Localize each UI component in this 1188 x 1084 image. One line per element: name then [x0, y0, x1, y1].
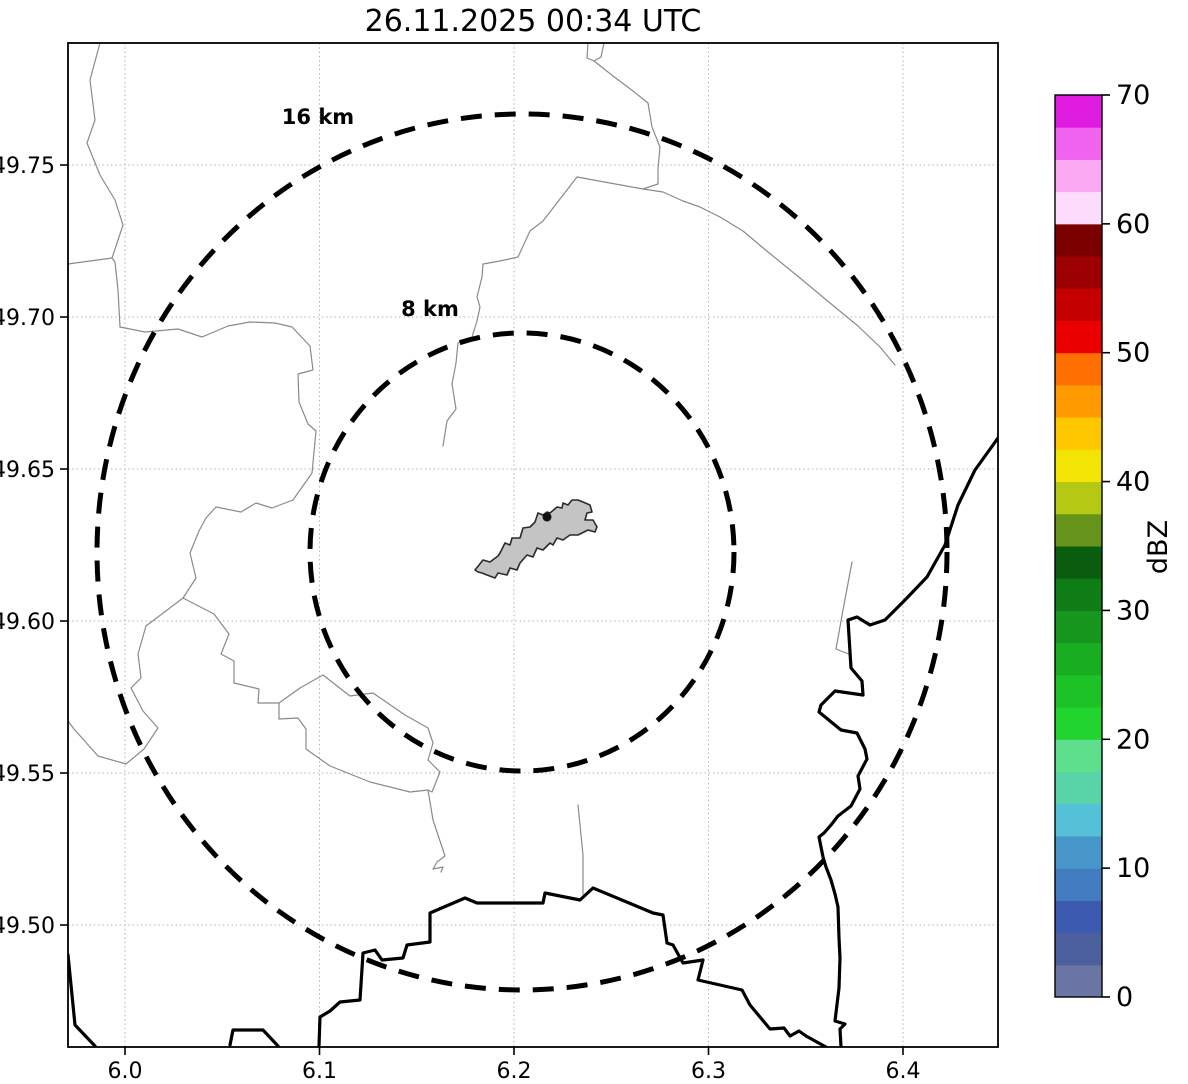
admin-line [119, 321, 317, 432]
admin-boundaries [68, 43, 896, 895]
colorbar-band [1055, 578, 1102, 611]
admin-line [68, 597, 184, 765]
y-tick-label: 49.55 [0, 762, 55, 787]
colorbar-tick-label: 0 [1116, 982, 1133, 1013]
colorbar-axis-label: dBZ [1143, 520, 1174, 574]
border-southwest [68, 953, 97, 1047]
colorbar-band [1055, 352, 1102, 386]
border-south [317, 886, 828, 1047]
admin-line [182, 597, 446, 873]
colorbar-band [1055, 642, 1102, 676]
colorbar-band [1055, 835, 1102, 869]
radar-marker [542, 512, 552, 522]
colorbar-band [1055, 449, 1102, 483]
colorbar-ticks: 0 10 20 30 40 50 60 70 [1102, 80, 1150, 1013]
colorbar-band [1055, 320, 1102, 354]
colorbar-tick-label: 40 [1116, 467, 1150, 498]
y-tick-label: 49.60 [0, 610, 55, 635]
colorbar-band [1055, 481, 1102, 515]
x-tick-label: 6.1 [302, 1059, 337, 1084]
range-ring-16km [94, 111, 950, 993]
colorbar-band [1055, 127, 1102, 160]
colorbar-bands [1055, 95, 1102, 998]
colorbar-band [1055, 964, 1102, 998]
range-ring-8km [307, 330, 737, 774]
colorbar-tick-label: 50 [1116, 338, 1150, 369]
admin-line [68, 257, 113, 265]
colorbar-tick-label: 70 [1116, 80, 1150, 111]
y-axis-ticks: 49.75 49.70 49.65 49.60 49.55 49.50 [0, 154, 68, 939]
plot-frame [67, 42, 999, 1048]
colorbar-band [1055, 739, 1102, 772]
admin-line [182, 430, 317, 599]
border-east [817, 436, 998, 1047]
colorbar-band [1055, 771, 1102, 805]
colorbar-band [1055, 707, 1102, 740]
colorbar-tick-label: 10 [1116, 853, 1150, 884]
colorbar-band [1055, 900, 1102, 934]
colorbar-band [1055, 191, 1102, 225]
colorbar-band [1055, 674, 1102, 708]
y-tick-label: 49.70 [0, 306, 55, 331]
colorbar-band [1055, 256, 1102, 289]
gridlines [68, 43, 998, 1047]
x-axis-ticks: 6.0 6.1 6.2 6.3 6.4 [108, 1047, 921, 1084]
city-boundary-shape [474, 499, 598, 579]
admin-line [835, 561, 853, 656]
colorbar-band [1055, 384, 1102, 418]
x-tick-label: 6.3 [691, 1059, 726, 1084]
country-borders [68, 436, 998, 1047]
colorbar-band [1055, 868, 1102, 901]
colorbar-band [1055, 95, 1102, 128]
colorbar-tick-label: 60 [1116, 209, 1150, 240]
admin-line [642, 188, 896, 366]
ring-label-16km: 16 km [282, 105, 354, 129]
x-tick-label: 6.4 [886, 1059, 921, 1084]
colorbar-band [1055, 223, 1102, 257]
colorbar-frame [1054, 94, 1103, 998]
colorbar-band [1055, 159, 1102, 193]
colorbar-tick-label: 20 [1116, 724, 1150, 755]
border-south-bump [228, 1028, 280, 1047]
y-tick-label: 49.65 [0, 458, 55, 483]
admin-line [86, 43, 124, 328]
y-tick-label: 49.75 [0, 154, 55, 179]
admin-line [278, 674, 441, 793]
colorbar-band [1055, 513, 1102, 547]
colorbar-band [1055, 610, 1102, 644]
x-tick-label: 6.0 [108, 1059, 143, 1084]
colorbar-tick-label: 30 [1116, 595, 1150, 626]
colorbar-band [1055, 932, 1102, 966]
ring-label-8km: 8 km [401, 297, 459, 321]
colorbar-band [1055, 546, 1102, 579]
plot-title: 26.11.2025 00:34 UTC [365, 4, 702, 39]
x-tick-label: 6.2 [497, 1059, 532, 1084]
admin-line [593, 60, 661, 190]
y-tick-label: 49.50 [0, 914, 55, 939]
colorbar-band [1055, 417, 1102, 450]
admin-line [577, 804, 584, 895]
admin-line [442, 176, 644, 447]
colorbar-band [1055, 288, 1102, 321]
colorbar-band [1055, 803, 1102, 837]
